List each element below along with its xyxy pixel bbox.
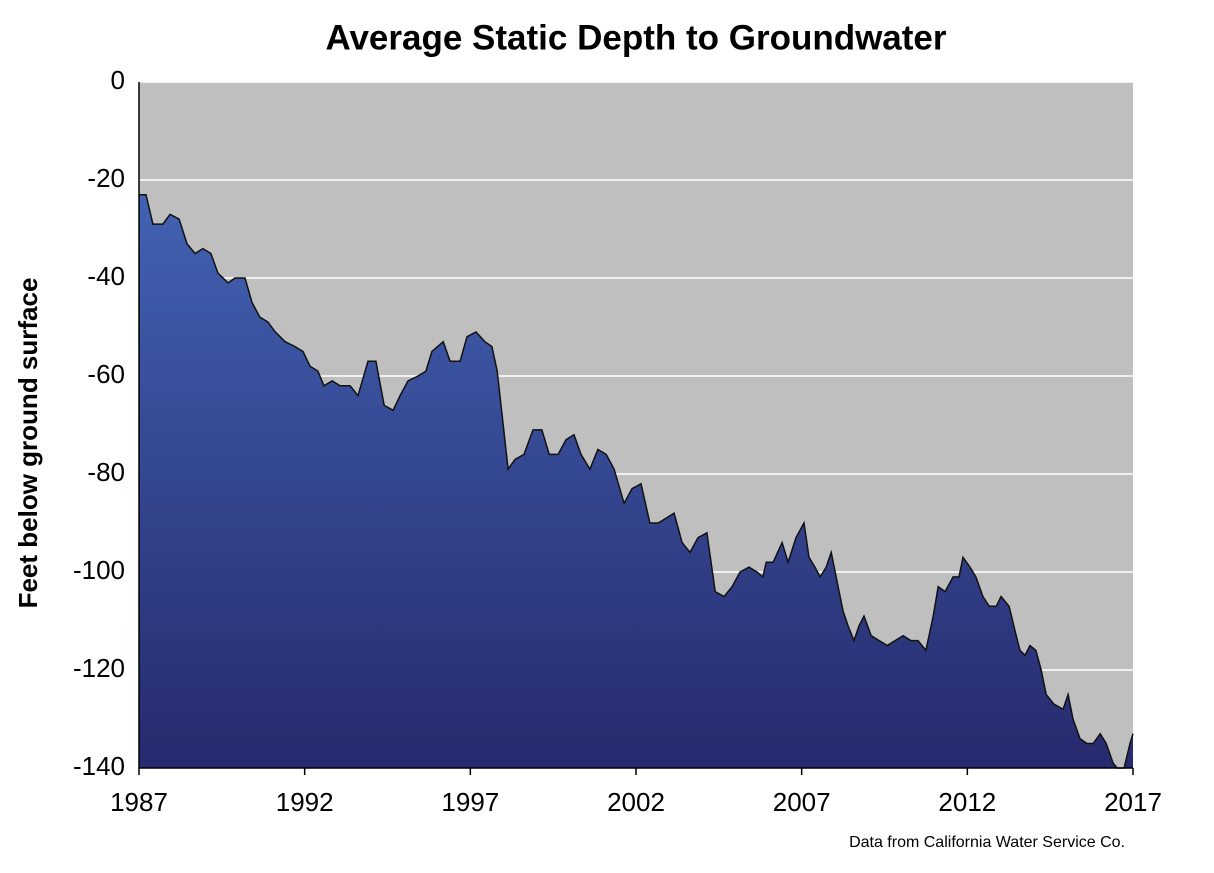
source-note: Data from California Water Service Co. [849,834,1125,851]
x-tick-label: 2012 [938,787,996,817]
y-tick-label: -20 [87,163,125,193]
chart-title: Average Static Depth to Groundwater [325,18,946,57]
x-tick-label: 1992 [276,787,334,817]
y-tick-label: -120 [73,653,125,683]
x-tick-label: 1987 [110,787,168,817]
area-fill [139,194,1133,768]
y-tick-label: -80 [87,457,125,487]
y-tick-label: -140 [73,751,125,781]
y-tick-label: 0 [111,65,125,95]
x-tick-label: 2002 [607,787,665,817]
y-axis-label: Feet below ground surface [13,278,43,609]
y-tick-label: -60 [87,359,125,389]
x-tick-label: 2007 [773,787,831,817]
y-tick-label: -40 [87,261,125,291]
area-line [139,193,1134,769]
x-tick-label: 2017 [1104,787,1162,817]
x-tick-label: 1997 [441,787,499,817]
y-tick-label: -100 [73,555,125,585]
